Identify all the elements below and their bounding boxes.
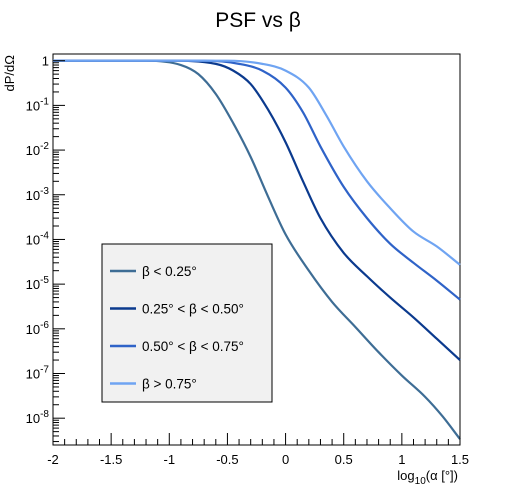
- series-line-3: [52, 59, 461, 301]
- y-tick-label: 10-5: [26, 275, 50, 292]
- series-curves: [52, 59, 461, 440]
- series-line-2: [52, 59, 461, 361]
- series-line-1: [52, 59, 461, 440]
- y-tick-label: 10-3: [26, 186, 50, 203]
- x-axis: -2 -1.5 -1 -0.5 0 0.5 1 1.5: [47, 433, 469, 467]
- x-axis-title: log10(α [°]): [397, 468, 458, 487]
- y-tick-label: 1: [42, 54, 49, 69]
- y-tick-label: 10-2: [26, 141, 50, 158]
- x-tick-label: -0.5: [216, 452, 238, 467]
- x-tick-label: 1.5: [451, 452, 469, 467]
- x-tick-label: 1: [398, 452, 405, 467]
- x-tick-label: -2: [47, 452, 59, 467]
- y-tick-label: 10-8: [26, 409, 50, 426]
- series-line-4: [52, 59, 461, 266]
- y-axis: 1 10-1 10-2 10-3 10-4 10-5 10-6 10-7 10-8: [26, 54, 65, 443]
- legend-label: 0.25° < β < 0.50°: [142, 302, 244, 317]
- y-tick-label: 10-4: [26, 230, 50, 247]
- x-tick-label: 0: [282, 452, 289, 467]
- y-tick-label: 10-6: [26, 320, 50, 337]
- y-tick-label: 10-1: [26, 96, 50, 113]
- x-tick-label: 0.5: [335, 452, 353, 467]
- legend-label: β > 0.75°: [142, 377, 197, 392]
- x-tick-label: -1: [164, 452, 176, 467]
- legend-label: 0.50° < β < 0.75°: [142, 339, 244, 354]
- legend: β < 0.25° 0.25° < β < 0.50° 0.50° < β < 0.…: [101, 243, 273, 403]
- legend-label: β < 0.25°: [142, 264, 197, 279]
- y-tick-label: 10-7: [26, 365, 50, 382]
- x-tick-label: -1.5: [100, 452, 122, 467]
- chart-title: PSF vs β: [215, 9, 301, 32]
- y-axis-title: dP/dΩ: [2, 55, 17, 92]
